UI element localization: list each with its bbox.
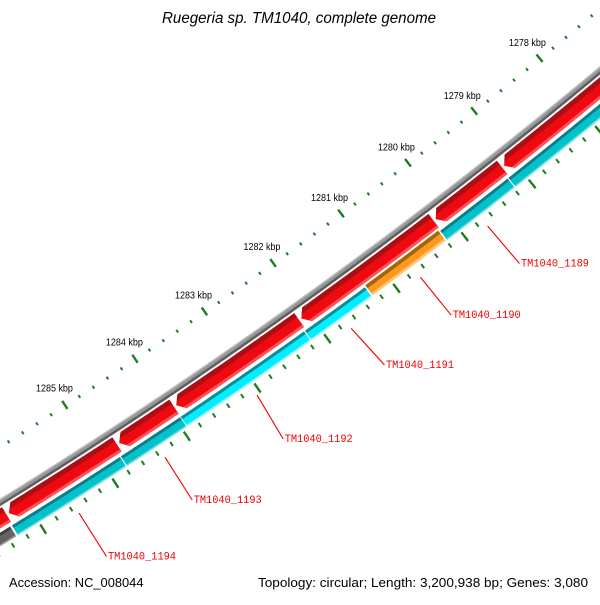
svg-text:1280 kbp: 1280 kbp [378, 142, 415, 153]
svg-text:TM1040_1191: TM1040_1191 [386, 360, 454, 372]
svg-text:TM1040_1193: TM1040_1193 [194, 495, 262, 507]
svg-text:1285 kbp: 1285 kbp [36, 384, 73, 395]
svg-text:1281 kbp: 1281 kbp [311, 193, 348, 204]
svg-text:1278 kbp: 1278 kbp [509, 38, 546, 49]
svg-text:1284 kbp: 1284 kbp [106, 338, 143, 349]
svg-text:TM1040_1190: TM1040_1190 [453, 310, 521, 322]
svg-text:1279 kbp: 1279 kbp [444, 91, 481, 102]
svg-text:TM1040_1194: TM1040_1194 [108, 552, 176, 564]
svg-text:Topology: circular; Length: 3,: Topology: circular; Length: 3,200,938 bp… [258, 575, 588, 590]
svg-text:1282 kbp: 1282 kbp [243, 242, 280, 253]
svg-text:Accession: NC_008044: Accession: NC_008044 [9, 575, 144, 590]
svg-text:1283 kbp: 1283 kbp [175, 290, 212, 301]
svg-text:TM1040_1189: TM1040_1189 [521, 259, 589, 271]
svg-text:TM1040_1192: TM1040_1192 [285, 434, 353, 446]
svg-text:Ruegeria sp. TM1040, complete: Ruegeria sp. TM1040, complete genome [162, 10, 436, 27]
